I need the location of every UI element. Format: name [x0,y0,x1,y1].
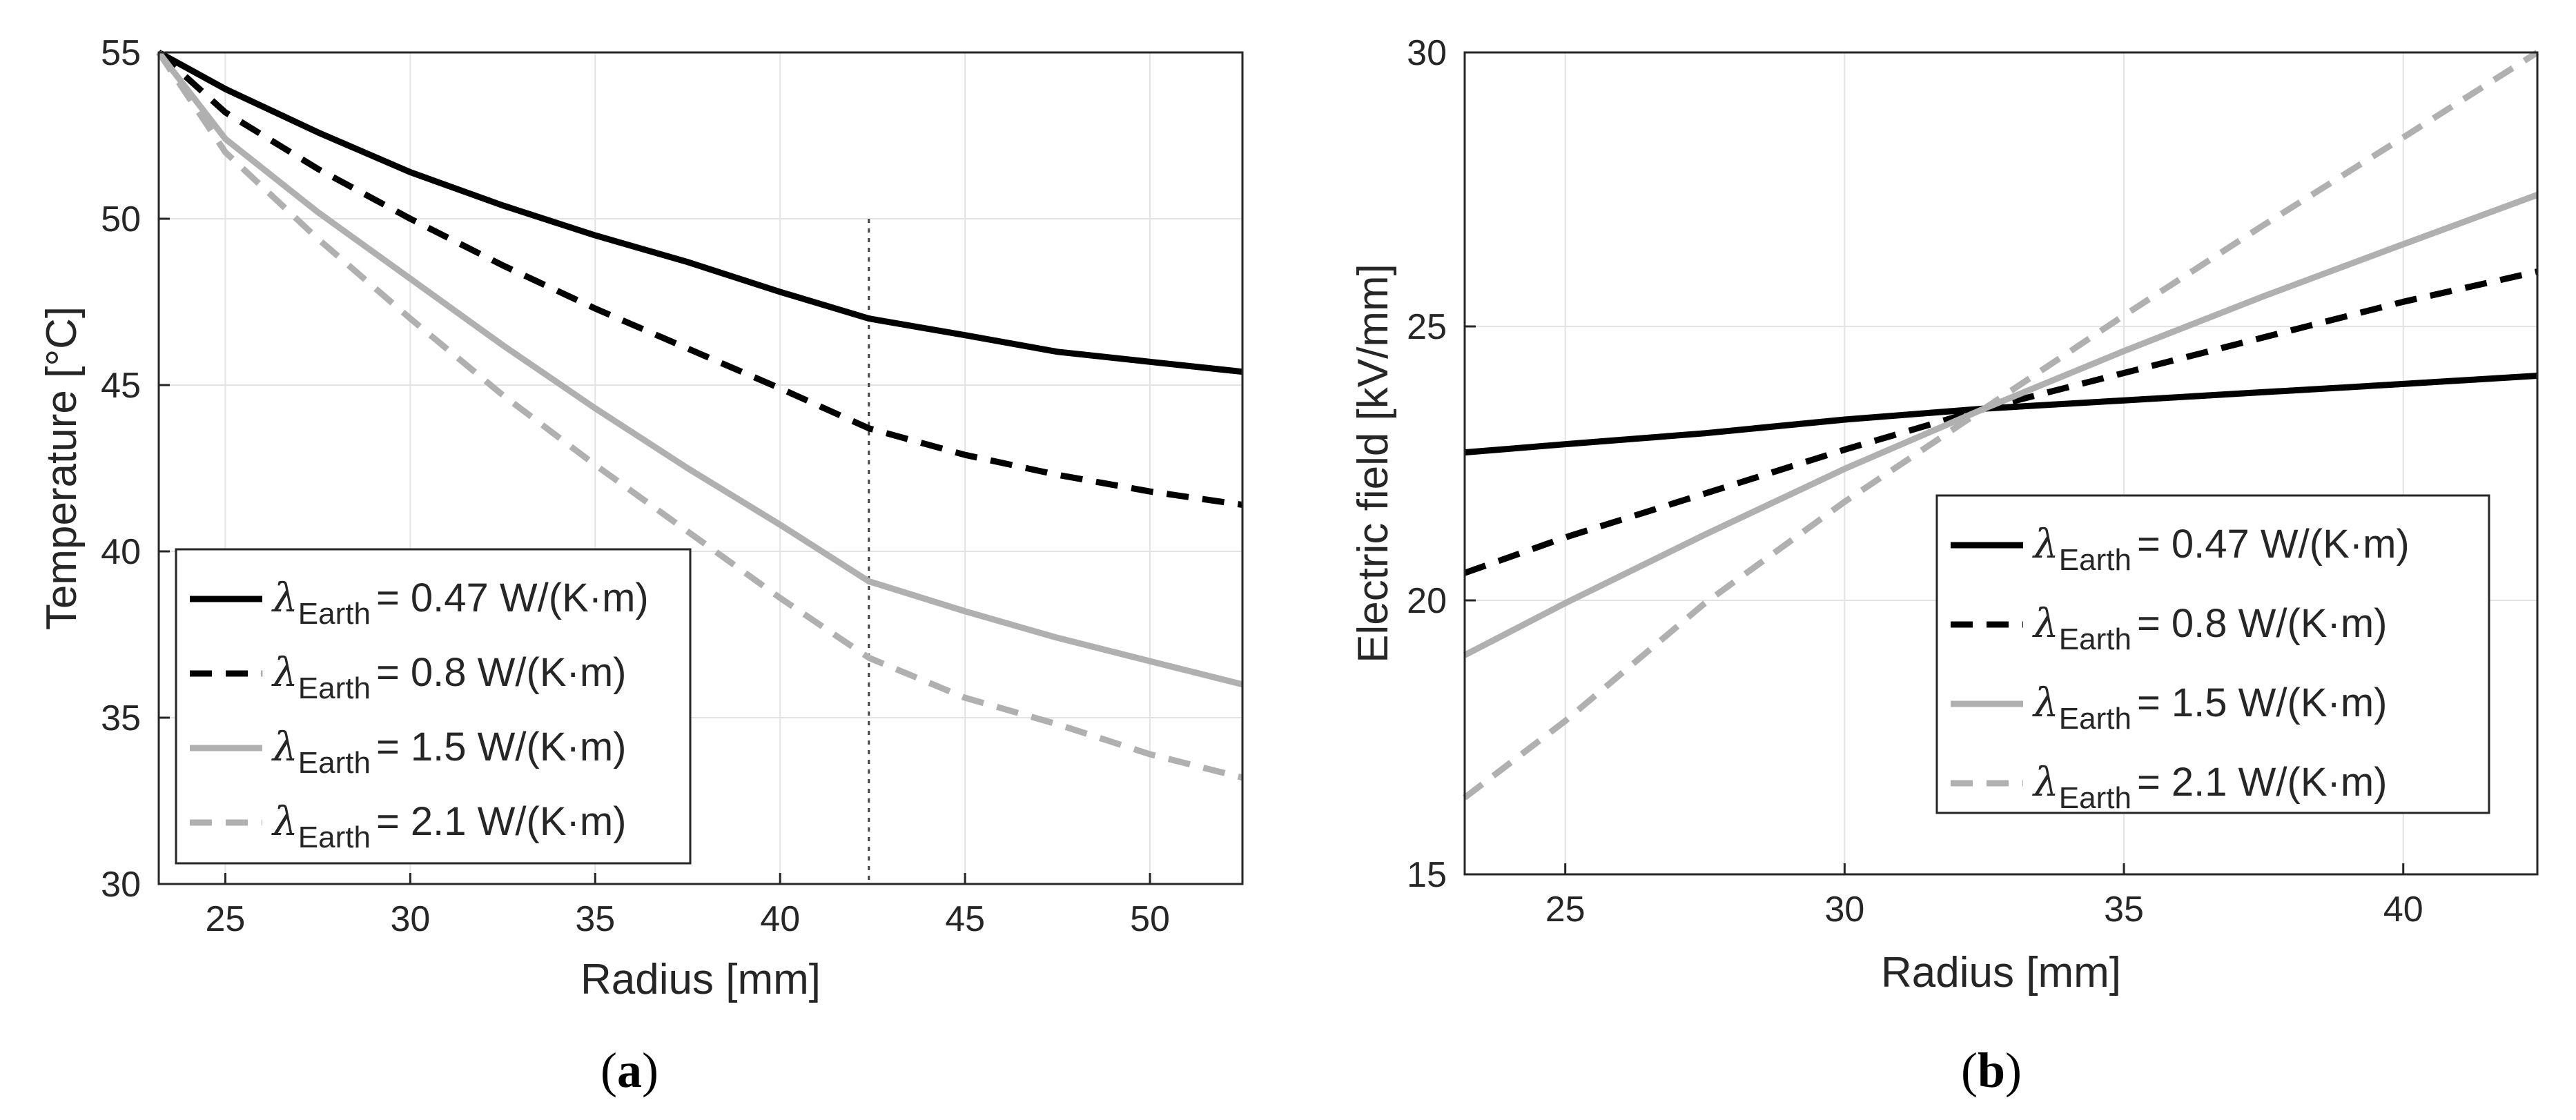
chart-b-caption-open: ( [1961,1043,1978,1098]
chart-a-y-tick-label-30: 30 [101,865,141,905]
chart-a-legend-subscript-2: Earth [298,746,371,780]
chart-a-y-axis-label: Temperature [°C] [38,306,86,630]
chart-a-x-tick-label-25: 25 [206,899,246,939]
chart-b-legend-value-2: = 1.5 W/(K·m) [2137,680,2388,725]
chart-a-y-tick-label-55: 55 [101,33,141,73]
chart-a-x-tick-label-30: 30 [390,899,430,939]
chart-b-legend-entry-2: λEarth = 1.5 W/(K·m) [2032,679,2387,736]
chart-a-x-tick-label-45: 45 [945,899,985,939]
chart-b-caption-letter: b [1978,1043,2005,1098]
chart-a-axes-box [157,51,1244,885]
chart-b-legend-subscript-2: Earth [2059,702,2131,736]
chart-b-legend-value-0: = 0.47 W/(K·m) [2137,522,2410,567]
chart-b-x-axis-label: Radius [mm] [1881,949,2121,996]
panel-a-temperature-chart: 25 30 35 40 45 50 30 35 40 45 50 55 Radius [mm] Tempe… [38,33,1244,1098]
chart-b-legend-symbol-1: λ [2032,600,2059,647]
chart-a-legend-symbol-0: λ [271,574,298,621]
chart-a-series-line-3 [156,50,1244,781]
chart-b-series-line-3 [1463,50,2539,800]
chart-a-y-tick-label-35: 35 [101,698,141,738]
chart-b-legend-symbol-0: λ [2032,520,2059,567]
chart-b-caption-close: ) [2005,1043,2022,1098]
chart-a-y-tick-label-45: 45 [101,366,141,406]
chart-a-caption-letter: a [617,1043,642,1098]
chart-b-legend-entry-0: λEarth = 0.47 W/(K·m) [2032,520,2410,577]
chart-a-legend-value-3: = 2.1 W/(K·m) [376,799,627,844]
chart-b-caption: (b) [1961,1043,2022,1098]
chart-b-legend-subscript-1: Earth [2059,622,2131,656]
chart-a-y-tick-label-40: 40 [101,532,141,572]
chart-a-legend-symbol-1: λ [271,649,298,696]
chart-a-x-axis-label: Radius [mm] [580,956,821,1003]
chart-a-legend-subscript-3: Earth [298,821,371,854]
chart-a-series-line-0 [157,50,1243,375]
chart-a-legend-value-2: = 1.5 W/(K·m) [376,725,627,769]
chart-b-legend-symbol-3: λ [2032,758,2059,805]
chart-b-legend-symbol-2: λ [2032,679,2059,726]
chart-a-x-tick-label-35: 35 [575,899,615,939]
chart-a-legend-entry-0: λEarth = 0.47 W/(K·m) [271,574,649,631]
chart-a-legend-symbol-3: λ [271,798,298,845]
chart-b-y-tick-label-25: 25 [1407,307,1447,347]
chart-a-legend-value-1: = 0.8 W/(K·m) [376,650,627,695]
chart-b-x-tick-label-25: 25 [1545,890,1585,930]
chart-a-series-line-2 [156,50,1244,688]
chart-a-caption-open: ( [601,1043,617,1098]
chart-a-legend-entry-1: λEarth = 0.8 W/(K·m) [271,649,626,705]
chart-b-y-tick-label-20: 20 [1407,581,1447,621]
chart-b-x-tick-label-30: 30 [1824,890,1864,930]
chart-b-legend-subscript-0: Earth [2059,543,2131,577]
chart-b-y-axis-label: Electric field [kV/mm] [1349,264,1397,663]
chart-b-x-tick-label-35: 35 [2104,890,2144,930]
panel-b-electric-field-chart: 25 30 35 40 15 20 25 30 Radius [mm] Electric fiel… [1349,33,2539,1098]
chart-a-legend-symbol-2: λ [271,723,298,770]
chart-b-legend-subscript-3: Earth [2059,781,2131,815]
chart-a-legend-value-0: = 0.47 W/(K·m) [376,576,649,620]
chart-b-legend-value-3: = 2.1 W/(K·m) [2137,760,2388,805]
chart-b-y-tick-label-30: 30 [1407,33,1447,73]
chart-b-legend-entry-3: λEarth = 2.1 W/(K·m) [2032,758,2387,815]
chart-b-x-tick-label-40: 40 [2383,890,2423,930]
chart-b-legend-entry-1: λEarth = 0.8 W/(K·m) [2032,600,2387,656]
chart-a-x-tick-label-50: 50 [1130,899,1170,939]
chart-a-y-tick-label-50: 50 [101,199,141,239]
chart-a-legend-subscript-1: Earth [298,671,371,705]
chart-b-y-tick-label-15: 15 [1407,855,1447,895]
chart-a-caption: (a) [601,1043,658,1098]
chart-a-legend-entry-3: λEarth = 2.1 W/(K·m) [271,798,626,854]
chart-b-legend-value-1: = 0.8 W/(K·m) [2137,601,2388,646]
chart-a-legend: λEarth = 0.47 W/(K·m)λEarth = 0.8 W/(K·m)λ… [175,548,692,865]
chart-a-legend-entry-2: λEarth = 1.5 W/(K·m) [271,723,626,780]
chart-a-x-tick-label-40: 40 [760,899,800,939]
chart-b-legend: λEarth = 0.47 W/(K·m)λEarth = 0.8 W/(K·m)λ… [1935,494,2490,815]
chart-a-legend-subscript-0: Earth [298,597,371,631]
chart-b-legend-box [1935,494,2490,814]
chart-a-caption-close: ) [642,1043,658,1098]
chart-b-axes-box [1463,51,2539,876]
chart-a-series-line-1 [156,50,1243,508]
